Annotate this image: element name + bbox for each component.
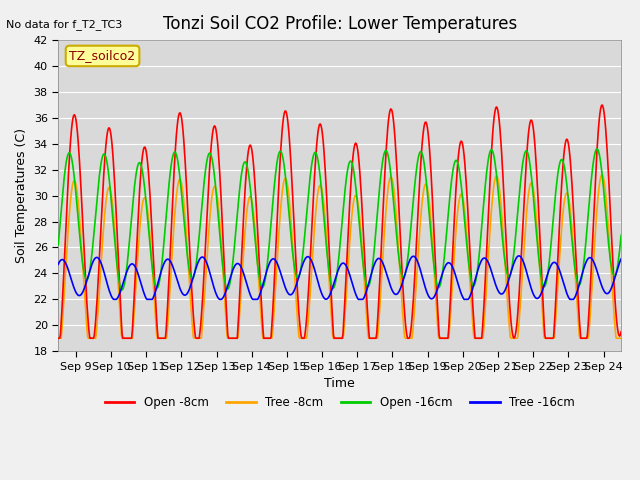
Y-axis label: Soil Temperatures (C): Soil Temperatures (C)	[15, 128, 28, 263]
Text: No data for f_T2_TC3: No data for f_T2_TC3	[6, 19, 123, 30]
Title: Tonzi Soil CO2 Profile: Lower Temperatures: Tonzi Soil CO2 Profile: Lower Temperatur…	[163, 15, 516, 33]
Text: TZ_soilco2: TZ_soilco2	[70, 49, 136, 62]
X-axis label: Time: Time	[324, 377, 355, 390]
Legend: Open -8cm, Tree -8cm, Open -16cm, Tree -16cm: Open -8cm, Tree -8cm, Open -16cm, Tree -…	[100, 391, 579, 414]
